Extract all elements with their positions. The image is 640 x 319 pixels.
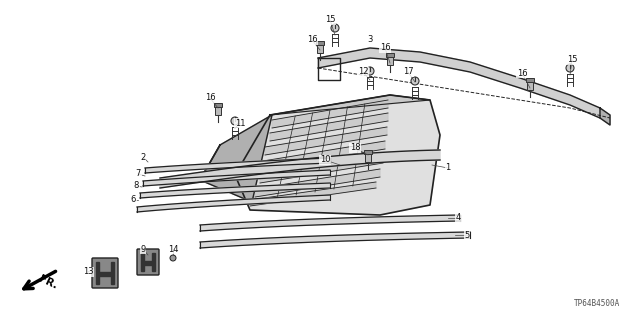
Polygon shape	[270, 113, 388, 141]
Circle shape	[170, 255, 176, 261]
Polygon shape	[600, 108, 610, 125]
Text: 11: 11	[235, 118, 245, 128]
Polygon shape	[144, 261, 152, 265]
Text: 9: 9	[140, 244, 146, 254]
Polygon shape	[145, 158, 330, 173]
Text: 6: 6	[131, 196, 136, 204]
Text: 16: 16	[307, 35, 317, 44]
Circle shape	[331, 24, 339, 32]
FancyBboxPatch shape	[92, 258, 118, 288]
Text: 8: 8	[133, 182, 139, 190]
Circle shape	[231, 117, 239, 125]
Polygon shape	[270, 95, 430, 115]
Polygon shape	[318, 48, 600, 118]
Bar	[364, 150, 372, 154]
Polygon shape	[141, 253, 144, 271]
Polygon shape	[255, 169, 380, 197]
Polygon shape	[250, 182, 376, 206]
Text: 12: 12	[358, 68, 368, 77]
Polygon shape	[265, 127, 387, 155]
Text: 13: 13	[83, 268, 93, 277]
Text: 3: 3	[367, 35, 372, 44]
Polygon shape	[235, 95, 440, 215]
Text: 17: 17	[403, 68, 413, 77]
Polygon shape	[111, 262, 114, 284]
Polygon shape	[140, 183, 330, 198]
Circle shape	[411, 77, 419, 85]
Text: 2: 2	[140, 152, 146, 161]
Polygon shape	[200, 232, 470, 248]
Bar	[316, 41, 324, 45]
Bar	[214, 103, 222, 107]
Text: FR.: FR.	[37, 273, 59, 291]
Text: TP64B4500A: TP64B4500A	[573, 299, 620, 308]
Bar	[215, 105, 221, 115]
Text: 16: 16	[205, 93, 215, 102]
Text: 15: 15	[567, 56, 577, 64]
Text: 16: 16	[380, 43, 390, 53]
Bar	[317, 43, 323, 53]
Polygon shape	[137, 195, 330, 212]
Circle shape	[366, 67, 374, 75]
Text: 7: 7	[135, 169, 141, 179]
Polygon shape	[200, 215, 460, 231]
Polygon shape	[99, 272, 111, 276]
Bar	[365, 152, 371, 162]
Polygon shape	[160, 150, 440, 188]
Polygon shape	[263, 141, 385, 169]
Polygon shape	[152, 253, 155, 271]
Bar	[526, 78, 534, 82]
Text: 16: 16	[516, 69, 527, 78]
Bar	[527, 80, 533, 90]
Polygon shape	[200, 115, 272, 202]
Text: 4: 4	[456, 213, 461, 222]
Text: 18: 18	[349, 144, 360, 152]
Bar	[386, 53, 394, 57]
Text: 1: 1	[445, 164, 451, 173]
Polygon shape	[272, 100, 388, 128]
FancyBboxPatch shape	[137, 249, 159, 275]
Polygon shape	[143, 170, 330, 186]
Polygon shape	[96, 262, 99, 284]
Polygon shape	[260, 155, 383, 183]
Text: 14: 14	[168, 244, 179, 254]
Circle shape	[566, 64, 574, 72]
Text: 10: 10	[320, 155, 330, 165]
Text: 15: 15	[324, 16, 335, 25]
Text: 5: 5	[465, 231, 470, 240]
Bar	[387, 55, 393, 65]
